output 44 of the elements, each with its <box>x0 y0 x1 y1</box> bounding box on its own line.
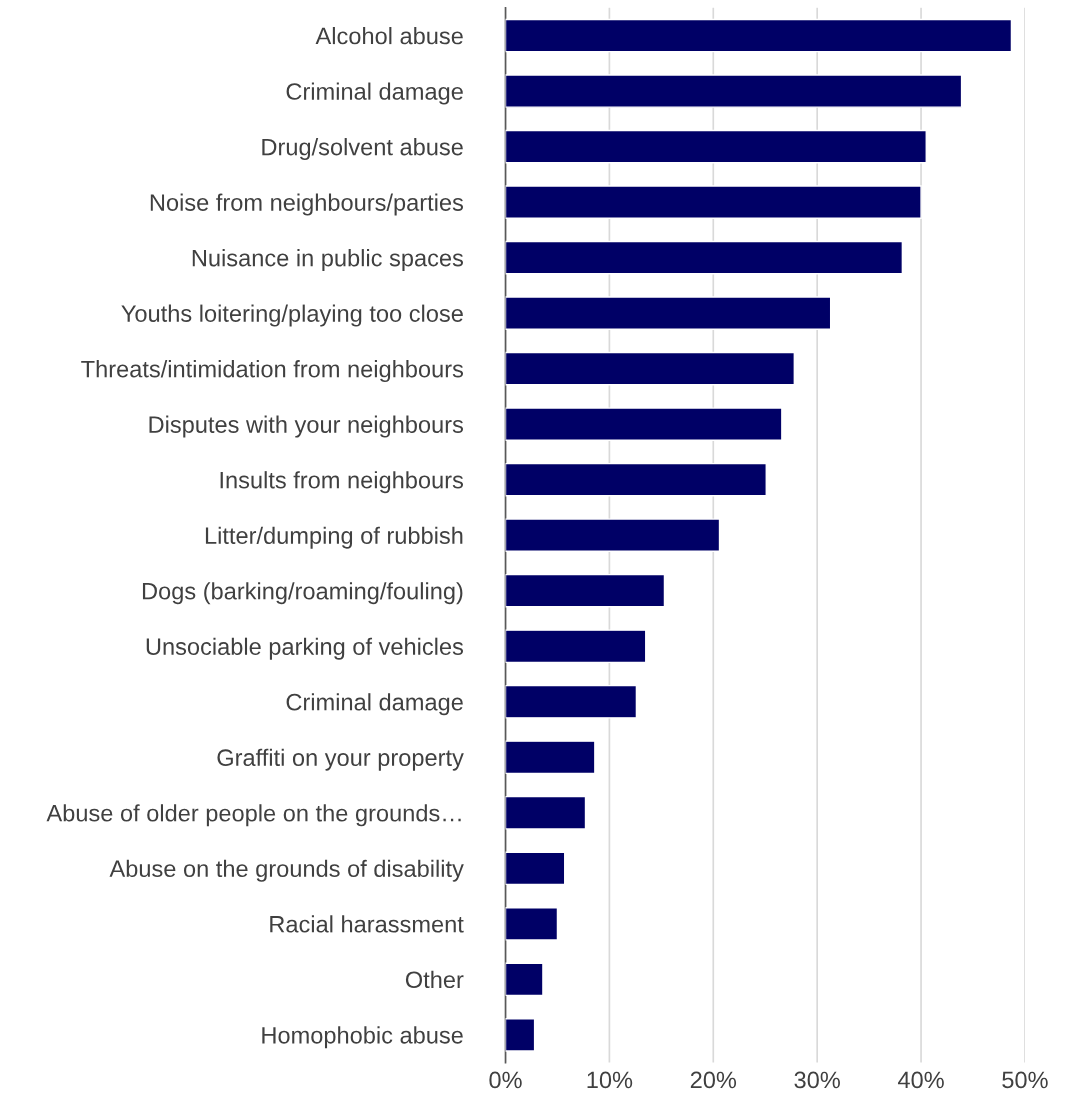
y-tick-label: Dogs (barking/roaming/fouling) <box>142 582 463 605</box>
x-tick-label: 10% <box>587 1071 633 1089</box>
y-tick-label: Alcohol abuse <box>315 27 463 45</box>
y-tick-label: Criminal damage <box>286 693 463 716</box>
y-tick-label: Abuse of older people on the grounds… <box>46 804 461 827</box>
bar <box>505 462 767 497</box>
bar <box>505 185 922 219</box>
y-tick-label: Nuisance in public spaces <box>192 249 464 272</box>
bar <box>505 684 638 719</box>
bar <box>505 1018 536 1052</box>
bar <box>505 907 559 941</box>
bar <box>505 851 566 886</box>
y-tick-label: Unsociable parking of vehicles <box>146 637 464 660</box>
y-tick-label: Racial harassment <box>270 915 464 933</box>
bar <box>505 573 666 608</box>
x-tick-label: 40% <box>897 1071 944 1089</box>
bar <box>505 240 904 275</box>
bar <box>505 74 963 108</box>
y-tick-label: Criminal damage <box>286 82 463 105</box>
y-tick-label: Other <box>405 970 464 989</box>
bar <box>505 518 721 552</box>
y-tick-label: Threats/intimidation from neighbours <box>81 360 464 383</box>
bar <box>505 740 596 775</box>
bar <box>505 296 832 330</box>
x-tick-label: 50% <box>1002 1071 1048 1089</box>
y-tick-label: Youths loitering/playing too close <box>121 304 463 327</box>
y-tick-label: Disputes with your neighbours <box>149 415 464 438</box>
y-tick-label: Litter/dumping of rubbish <box>205 526 463 549</box>
bar <box>505 629 647 664</box>
bar <box>505 18 1013 53</box>
y-tick-label: Homophobic abuse <box>262 1026 463 1049</box>
x-tick-label: 0% <box>489 1071 522 1089</box>
bar <box>505 129 927 164</box>
bar <box>505 351 796 386</box>
y-tick-label: Graffiti on your property <box>217 748 464 771</box>
y-tick-label: Insults from neighbours <box>220 471 464 494</box>
y-tick-label: Drug/solvent abuse <box>262 138 463 161</box>
bar <box>505 407 783 441</box>
y-tick-label: Noise from neighbours/parties <box>150 193 464 216</box>
y-tick-label: Abuse on the grounds of disability <box>109 859 464 882</box>
bar <box>505 962 544 997</box>
x-tick-label: 20% <box>690 1071 737 1089</box>
bar <box>505 795 587 830</box>
x-tick-label: 30% <box>794 1071 840 1089</box>
